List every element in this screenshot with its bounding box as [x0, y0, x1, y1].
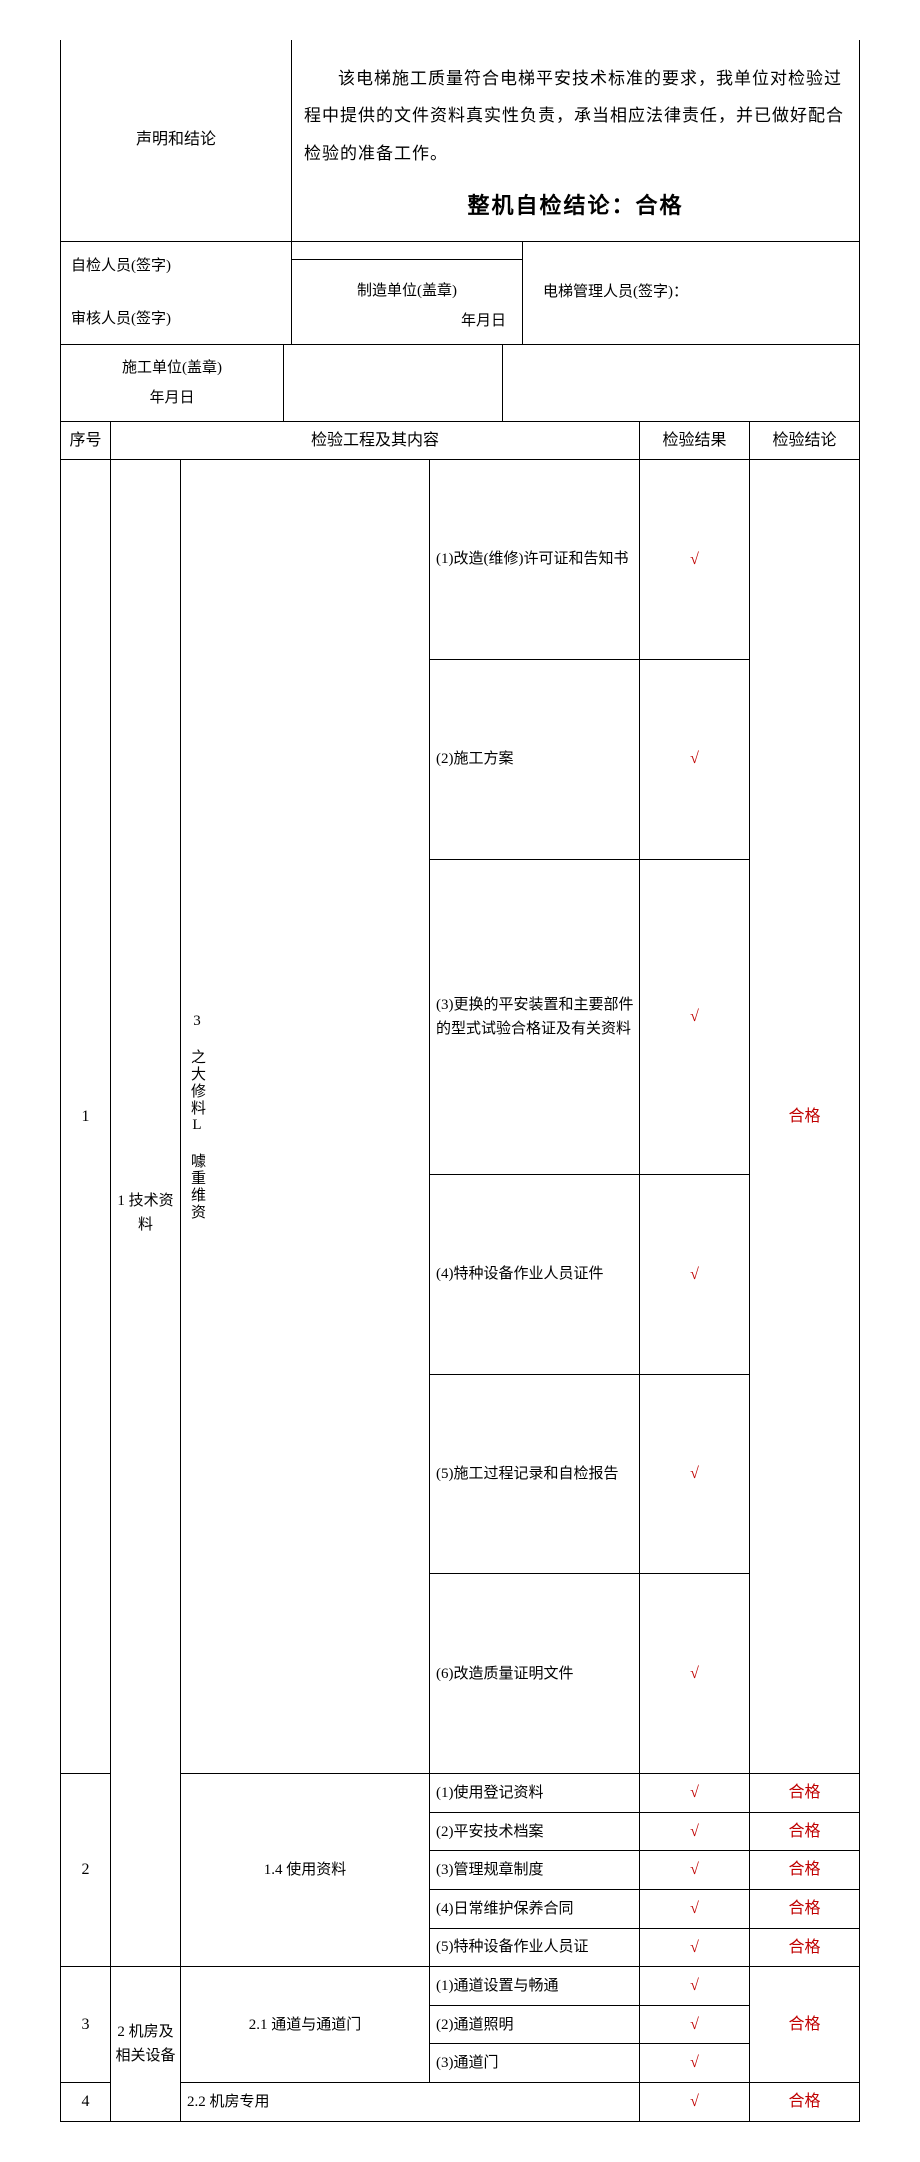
item-conclusion: 合格 [750, 1812, 860, 1851]
inspector-reviewer-cell: 自检人员(签字) 审核人员(签字) [61, 241, 292, 344]
item-content: (2)施工方案 [430, 659, 640, 859]
declaration-body: 该电梯施工质量符合电梯平安技术标准的要求，我单位对检验过程中提供的文件资料真实性… [304, 60, 847, 172]
inspection-table: 序号 检验工程及其内容 检验结果 检验结论 1 1 技术资料 3 之大修料L 噱… [60, 421, 860, 2122]
item-content: (3)通道门 [430, 2044, 640, 2083]
item-result: √ [640, 1851, 750, 1890]
sub-cell-2: 1.4 使用资料 [181, 1774, 430, 1967]
manufacture-stamp-cell: 制造单位(盖章) 年月日 [292, 260, 523, 344]
item-result: √ [640, 2005, 750, 2044]
header-content: 检验工程及其内容 [111, 421, 640, 460]
header-row: 序号 检验工程及其内容 检验结果 检验结论 [61, 421, 860, 460]
item-result: √ [640, 1967, 750, 2006]
group-conclusion: 合格 [750, 460, 860, 1774]
item-conclusion: 合格 [750, 1774, 860, 1813]
self-inspector-label: 自检人员(签字) [71, 250, 281, 283]
declaration-label: 声明和结论 [136, 131, 216, 148]
sub-cell-4: 2.2 机房专用 [181, 2082, 640, 2121]
category-cell-2: 2 机房及相关设备 [111, 1967, 181, 2121]
document-page: 声明和结论 该电梯施工质量符合电梯平安技术标准的要求，我单位对检验过程中提供的文… [60, 40, 860, 2122]
reviewer-label: 审核人员(签字) [71, 303, 281, 336]
item-content: (1)使用登记资料 [430, 1774, 640, 1813]
construction-stamp: 施工单位(盖章) [67, 353, 277, 383]
item-result: √ [640, 1812, 750, 1851]
stamp-empty-mid [284, 344, 503, 421]
item-content: (3)更换的平安装置和主要部件的型式试验合格证及有关资料 [430, 859, 640, 1175]
item-content: (5)施工过程记录和自检报告 [430, 1374, 640, 1574]
item-conclusion: 合格 [750, 2082, 860, 2121]
stamp-row-table: 施工单位(盖章) 年月日 [60, 344, 860, 422]
item-result: √ [640, 1374, 750, 1574]
seq-cell: 3 [61, 1967, 111, 2083]
seq-cell: 4 [61, 2082, 111, 2121]
sub-cell-3: 2.1 通道与通道门 [181, 1967, 430, 2083]
table-row: 4 2.2 机房专用 √ 合格 [61, 2082, 860, 2121]
date-1: 年月日 [67, 383, 277, 413]
declaration-conclusion: 整机自检结论：合格 [304, 182, 847, 230]
item-result: √ [640, 659, 750, 859]
header-seq: 序号 [61, 421, 111, 460]
header-result: 检验结果 [640, 421, 750, 460]
item-result: √ [640, 1889, 750, 1928]
date-2: 年月日 [298, 306, 516, 336]
table-row: 1 1 技术资料 3 之大修料L 噱重维资 (1)改造(维修)许可证和告知书 √… [61, 460, 860, 660]
item-result: √ [640, 1928, 750, 1967]
construction-stamp-cell: 施工单位(盖章) 年月日 [61, 344, 284, 421]
item-content: (1)改造(维修)许可证和告知书 [430, 460, 640, 660]
sub-cell-1: 3 之大修料L 噱重维资 [181, 460, 430, 1774]
item-content: (2)平安技术档案 [430, 1812, 640, 1851]
item-result: √ [640, 1175, 750, 1375]
elevator-manager-cell: 电梯管理人员(签字)： [523, 241, 860, 344]
item-result: √ [640, 859, 750, 1175]
seq-cell: 1 [61, 460, 111, 1774]
seq-cell: 2 [61, 1774, 111, 1967]
stamp-empty-right [503, 344, 860, 421]
group-conclusion: 合格 [750, 1967, 860, 2083]
elevator-manager-label: 电梯管理人员(签字)： [543, 284, 688, 300]
table-row: 2 1.4 使用资料 (1)使用登记资料 √ 合格 [61, 1774, 860, 1813]
header-conclusion: 检验结论 [750, 421, 860, 460]
category-cell: 1 技术资料 [111, 460, 181, 1967]
item-result: √ [640, 2044, 750, 2083]
table-row: 3 2 机房及相关设备 2.1 通道与通道门 (1)通道设置与畅通 √ 合格 [61, 1967, 860, 2006]
item-result: √ [640, 2082, 750, 2121]
item-conclusion: 合格 [750, 1928, 860, 1967]
declaration-body-cell: 该电梯施工质量符合电梯平安技术标准的要求，我单位对检验过程中提供的文件资料真实性… [292, 40, 860, 241]
item-result: √ [640, 1574, 750, 1774]
item-content: (5)特种设备作业人员证 [430, 1928, 640, 1967]
item-content: (2)通道照明 [430, 2005, 640, 2044]
item-result: √ [640, 460, 750, 660]
declaration-label-cell: 声明和结论 [61, 40, 292, 241]
sub-label-1: 3 之大修料L 噱重维资 [185, 466, 209, 1767]
item-conclusion: 合格 [750, 1889, 860, 1928]
category-label: 1 技术资料 [117, 1193, 173, 1233]
item-content: (4)日常维护保养合同 [430, 1889, 640, 1928]
item-content: (4)特种设备作业人员证件 [430, 1175, 640, 1375]
manufacture-stamp: 制造单位(盖章) [298, 276, 516, 306]
declaration-table: 声明和结论 该电梯施工质量符合电梯平安技术标准的要求，我单位对检验过程中提供的文… [60, 40, 860, 345]
item-content: (1)通道设置与畅通 [430, 1967, 640, 2006]
item-result: √ [640, 1774, 750, 1813]
item-content: (6)改造质量证明文件 [430, 1574, 640, 1774]
item-conclusion: 合格 [750, 1851, 860, 1890]
middle-sig-empty [292, 241, 523, 260]
item-content: (3)管理规章制度 [430, 1851, 640, 1890]
